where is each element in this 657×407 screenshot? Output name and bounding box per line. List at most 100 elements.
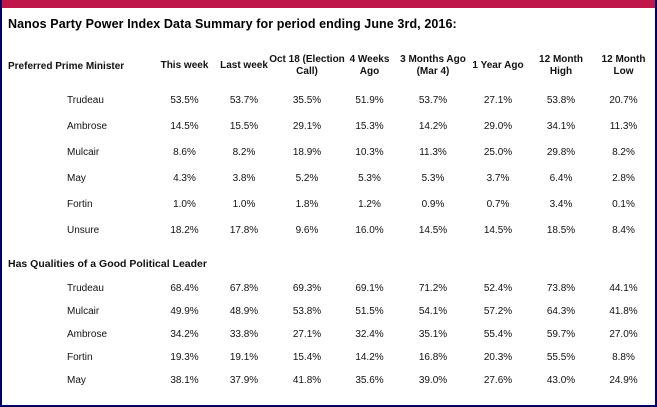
table-cell: 19.1% xyxy=(229,352,259,363)
table-cell: 3.7% xyxy=(486,172,510,184)
column-header: This week xyxy=(160,59,209,71)
table-cell: 24.9% xyxy=(609,375,638,386)
table-cell: 34.1% xyxy=(546,120,576,132)
table-cell: 67.8% xyxy=(229,283,259,294)
table-cell: 37.9% xyxy=(229,375,259,386)
column-header: 3 Months Ago (Mar 4) xyxy=(400,53,466,78)
table-cell: 19.3% xyxy=(170,352,199,363)
table-cell: 41.8% xyxy=(609,306,638,317)
table-cell: 32.4% xyxy=(355,329,384,340)
table-cell: 55.5% xyxy=(546,352,576,363)
column-header: 4 Weeks Ago xyxy=(349,53,390,78)
table-cell: 14.5% xyxy=(483,224,513,236)
table-row: Fortin 19.3% 19.1% 15.4% 14.2% 16.8% 20.3% 55.5… xyxy=(2,346,655,369)
table-cell: 10.3% xyxy=(355,146,384,158)
table-cell: 8.8% xyxy=(612,352,635,363)
data-table: Preferred Prime Minister This week Last w… xyxy=(2,45,655,392)
table-cell: 0.1% xyxy=(612,198,635,210)
table-cell: 33.8% xyxy=(229,329,259,340)
table-cell: 8.6% xyxy=(173,146,196,158)
table-cell: 1.0% xyxy=(232,198,256,210)
table-cell: 43.0% xyxy=(546,375,576,386)
table-cell: 17.8% xyxy=(229,224,259,236)
table-cell: 38.1% xyxy=(170,375,199,386)
table-cell: 2.8% xyxy=(612,172,635,184)
table-cell: 54.1% xyxy=(418,306,448,317)
table-cell: 49.9% xyxy=(170,306,199,317)
table-cell: 8.2% xyxy=(612,146,635,158)
table-cell: 27.6% xyxy=(483,375,513,386)
table-cell: 64.3% xyxy=(546,306,576,317)
row-label: Fortin xyxy=(67,352,93,363)
table-cell: 27.0% xyxy=(609,329,638,340)
table-cell: 29.8% xyxy=(546,146,576,158)
row-label: May xyxy=(67,172,86,184)
table-row: Mulcair 8.6% 8.2% 18.9% 10.3% 11.3% 25.0% 29.8%… xyxy=(2,139,655,165)
table-cell: 35.1% xyxy=(418,329,448,340)
table-cell: 11.3% xyxy=(419,146,447,158)
table-cell: 18.5% xyxy=(546,224,576,236)
column-header: 12 Month High xyxy=(539,53,583,78)
table-cell: 52.4% xyxy=(483,283,513,294)
row-label: Trudeau xyxy=(67,283,104,294)
table-cell: 59.7% xyxy=(546,329,576,340)
table-cell: 15.4% xyxy=(292,352,322,363)
table-cell: 35.5% xyxy=(292,94,322,106)
column-header: 1 Year Ago xyxy=(472,59,524,71)
table-cell: 25.0% xyxy=(483,146,513,158)
table-cell: 39.0% xyxy=(418,375,448,386)
table-cell: 16.8% xyxy=(418,352,448,363)
table-cell: 1.2% xyxy=(358,198,381,210)
table-cell: 0.7% xyxy=(486,198,510,210)
table-cell: 1.8% xyxy=(295,198,319,210)
table-cell: 53.5% xyxy=(170,94,199,106)
table-cell: 69.1% xyxy=(355,283,384,294)
table-row: Unsure 18.2% 17.8% 9.6% 16.0% 14.5% 14.5% 18.5%… xyxy=(2,217,655,243)
table-cell: 57.2% xyxy=(483,306,513,317)
table-row: Fortin 1.0% 1.0% 1.8% 1.2% 0.9% 0.7% 3.4% 0.1% xyxy=(2,191,655,217)
row-label: Fortin xyxy=(67,198,93,210)
column-header: 12 Month Low xyxy=(601,53,646,78)
row-label: Unsure xyxy=(67,224,100,236)
table-cell: 68.4% xyxy=(170,283,199,294)
table-cell: 71.2% xyxy=(418,283,448,294)
table-row: Trudeau 68.4% 67.8% 69.3% 69.1% 71.2% 52.4% 73.… xyxy=(2,277,655,300)
table-cell: 15.3% xyxy=(355,120,384,132)
table-body: Trudeau 53.5% 53.7% 35.5% 51.9% 53.7% 27.1% 53.… xyxy=(2,87,655,392)
table-cell: 14.2% xyxy=(355,352,384,363)
table-cell: 20.3% xyxy=(483,352,513,363)
row-label: Mulcair xyxy=(67,146,100,158)
table-cell: 9.6% xyxy=(295,224,319,236)
table-cell: 3.8% xyxy=(232,172,256,184)
table-cell: 41.8% xyxy=(292,375,322,386)
column-header: Last week xyxy=(220,59,268,71)
table-cell: 51.9% xyxy=(355,94,384,106)
table-header-row: Preferred Prime Minister This week Last w… xyxy=(2,45,655,87)
row-label: May xyxy=(67,375,86,386)
table-cell: 51.5% xyxy=(355,306,384,317)
table-cell: 29.1% xyxy=(292,120,322,132)
table-cell: 15.5% xyxy=(229,120,259,132)
table-cell: 0.9% xyxy=(421,198,445,210)
table-cell: 18.9% xyxy=(292,146,322,158)
row-label: Mulcair xyxy=(67,306,100,317)
table-cell: 53.7% xyxy=(418,94,448,106)
table-row: Ambrose 14.5% 15.5% 29.1% 15.3% 14.2% 29.0% 34.… xyxy=(2,113,655,139)
table-cell: 8.4% xyxy=(612,224,635,236)
table-cell: 27.1% xyxy=(483,94,513,106)
table-cell: 53.8% xyxy=(292,306,322,317)
table-row: May 4.3% 3.8% 5.2% 5.3% 5.3% 3.7% 6.4% 2.8% xyxy=(2,165,655,191)
table-cell: 34.2% xyxy=(170,329,199,340)
table-cell: 14.5% xyxy=(418,224,448,236)
table-cell: 3.4% xyxy=(549,198,573,210)
table-cell: 73.8% xyxy=(546,283,576,294)
table-cell: 14.5% xyxy=(170,120,199,132)
column-header-preferred-prime-minister: Preferred Prime Minister xyxy=(8,60,125,72)
table-cell: 6.4% xyxy=(549,172,573,184)
table-cell: 18.2% xyxy=(170,224,199,236)
table-cell: 4.3% xyxy=(173,172,196,184)
table-cell: 16.0% xyxy=(355,224,384,236)
table-cell: 29.0% xyxy=(483,120,513,132)
row-label: Ambrose xyxy=(67,120,108,132)
